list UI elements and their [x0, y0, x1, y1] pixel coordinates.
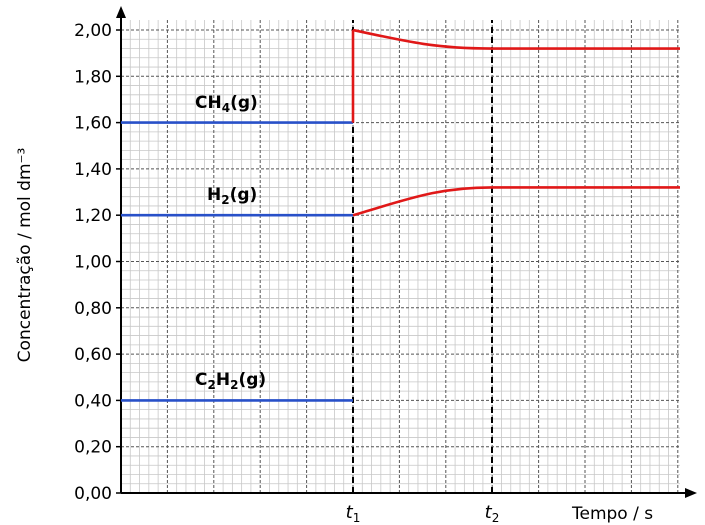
y-axis-arrow	[116, 6, 126, 18]
grid-major	[121, 20, 680, 493]
y-tick-label: 0,20	[74, 438, 112, 458]
y-axis-label: Concentração / mol dm⁻³	[15, 148, 35, 363]
series-H2-after	[352, 186, 680, 217]
x-axis-arrow	[685, 488, 697, 498]
y-tick-label: 2,00	[74, 21, 112, 41]
y-tick-label: 0,60	[74, 345, 112, 365]
y-tick-label: 1,20	[74, 206, 112, 226]
y-tick-label: 1,40	[74, 160, 112, 180]
series-labels: CH4(g) H2(g) C2H2(g)	[195, 93, 266, 392]
x-tick-label-t2: t2	[485, 502, 500, 525]
series-label-CH4(g): CH4(g)	[195, 93, 258, 115]
y-tick-label: 1,00	[74, 253, 112, 273]
x-tick-labels: t1 t2	[346, 502, 500, 525]
y-tick-labels: 0,00 0,20 0,40 0,60 0,80 1,00 1,20 1,40 1,60 1,80…	[74, 21, 121, 504]
y-tick-label: 0,40	[74, 391, 112, 411]
y-tick-label: 0,80	[74, 299, 112, 319]
time-markers	[352, 20, 493, 493]
y-tick-label: 0,00	[74, 484, 112, 504]
x-axis-label: Tempo / s	[571, 504, 653, 524]
series-label-H2(g): H2(g)	[207, 185, 257, 207]
y-tick-label: 1,80	[74, 67, 112, 87]
y-tick-label: 1,60	[74, 114, 112, 134]
x-tick-label-t1: t1	[346, 502, 361, 525]
series-label-C2H2(g): C2H2(g)	[195, 370, 266, 392]
series-lines	[121, 28, 680, 402]
series-CH4-after	[352, 28, 680, 50]
grid-minor	[121, 20, 680, 493]
